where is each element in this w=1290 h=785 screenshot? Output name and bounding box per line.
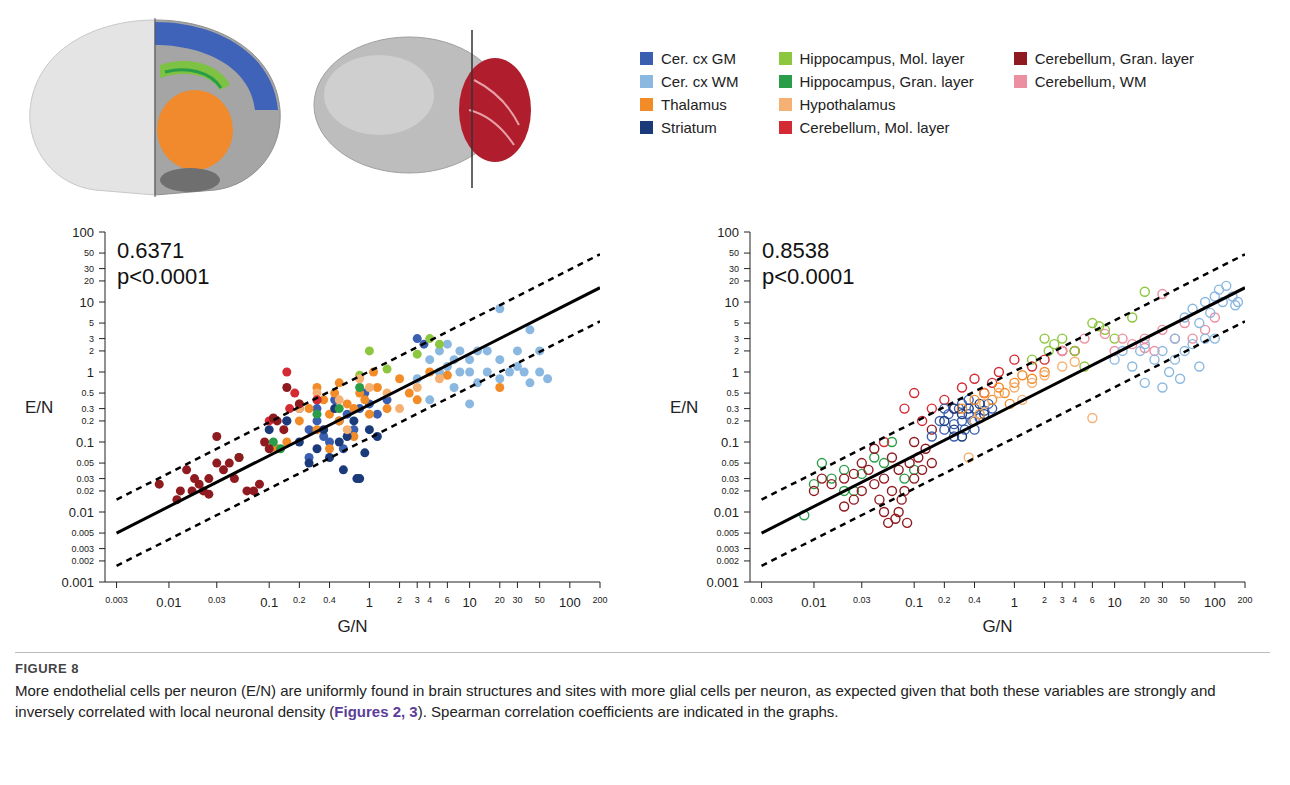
html-text:Hippocampus, Mol. layer: Hippocampus, Mol. layer bbox=[799, 50, 965, 67]
html-text:p<0.0001: p<0.0001 bbox=[762, 264, 855, 289]
svg-text:0.2: 0.2 bbox=[81, 416, 94, 426]
svg-text:4: 4 bbox=[427, 595, 432, 605]
svg-text:0.1: 0.1 bbox=[76, 435, 94, 450]
svg-text:0.01: 0.01 bbox=[69, 505, 94, 520]
svg-text:50: 50 bbox=[84, 248, 94, 258]
html-text:p<0.0001: p<0.0001 bbox=[117, 264, 210, 289]
html-text:0.8538: 0.8538 bbox=[762, 238, 830, 263]
svg-text:0.003: 0.003 bbox=[105, 595, 128, 605]
html-text:FIGURE 8: FIGURE 8 bbox=[15, 661, 79, 676]
html-text:More endothelial cells per neu: More endothelial cells per neuron (E/N) … bbox=[15, 682, 1216, 720]
svg-text:0.05: 0.05 bbox=[721, 458, 739, 468]
svg-text:E/N: E/N bbox=[670, 398, 698, 417]
svg-text:0.2: 0.2 bbox=[293, 595, 306, 605]
svg-text:2: 2 bbox=[89, 346, 94, 356]
svg-text:0.4: 0.4 bbox=[323, 595, 336, 605]
svg-text:3: 3 bbox=[415, 595, 420, 605]
svg-text:30: 30 bbox=[729, 264, 739, 274]
svg-text:3: 3 bbox=[734, 334, 739, 344]
svg-text:0.01: 0.01 bbox=[801, 595, 826, 610]
svg-text:20: 20 bbox=[729, 276, 739, 286]
svg-text:5: 5 bbox=[89, 318, 94, 328]
svg-text:6: 6 bbox=[1090, 595, 1095, 605]
svg-text:0.03: 0.03 bbox=[76, 474, 94, 484]
svg-text:50: 50 bbox=[729, 248, 739, 258]
svg-text:2: 2 bbox=[734, 346, 739, 356]
svg-text:0.5: 0.5 bbox=[726, 388, 739, 398]
svg-text:100: 100 bbox=[1204, 595, 1226, 610]
svg-text:10: 10 bbox=[1107, 595, 1121, 610]
svg-text:1: 1 bbox=[87, 365, 94, 380]
svg-text:10: 10 bbox=[462, 595, 476, 610]
svg-text:0.005: 0.005 bbox=[71, 528, 94, 538]
svg-text:0.5: 0.5 bbox=[81, 388, 94, 398]
svg-text:6: 6 bbox=[445, 595, 450, 605]
svg-text:G/N: G/N bbox=[337, 617, 367, 636]
svg-text:0.02: 0.02 bbox=[76, 486, 94, 496]
svg-text:50: 50 bbox=[535, 595, 545, 605]
svg-text:0.05: 0.05 bbox=[76, 458, 94, 468]
html-text:Cer. cx GM: Cer. cx GM bbox=[661, 50, 736, 67]
html-text:Cer. cx WM: Cer. cx WM bbox=[661, 73, 739, 90]
html-text:Cerebellum, Gran. layer: Cerebellum, Gran. layer bbox=[1034, 50, 1194, 67]
svg-text:2: 2 bbox=[397, 595, 402, 605]
svg-text:0.03: 0.03 bbox=[721, 474, 739, 484]
svg-text:20: 20 bbox=[495, 595, 505, 605]
svg-text:100: 100 bbox=[717, 225, 739, 240]
svg-text:3: 3 bbox=[89, 334, 94, 344]
svg-text:10: 10 bbox=[725, 295, 739, 310]
html-text:Hippocampus, Gran. layer: Hippocampus, Gran. layer bbox=[799, 73, 974, 90]
svg-text:4: 4 bbox=[1072, 595, 1077, 605]
svg-text:3: 3 bbox=[1060, 595, 1065, 605]
svg-text:0.003: 0.003 bbox=[716, 544, 739, 554]
svg-text:20: 20 bbox=[1140, 595, 1150, 605]
svg-text:30: 30 bbox=[84, 264, 94, 274]
svg-text:0.02: 0.02 bbox=[721, 486, 739, 496]
svg-text:0.4: 0.4 bbox=[968, 595, 981, 605]
svg-text:0.01: 0.01 bbox=[156, 595, 181, 610]
svg-text:20: 20 bbox=[84, 276, 94, 286]
svg-text:1: 1 bbox=[1011, 595, 1018, 610]
svg-text:0.2: 0.2 bbox=[726, 416, 739, 426]
svg-text:0.001: 0.001 bbox=[61, 575, 94, 590]
svg-text:2: 2 bbox=[1042, 595, 1047, 605]
svg-text:0.1: 0.1 bbox=[260, 595, 278, 610]
svg-text:0.002: 0.002 bbox=[71, 556, 94, 566]
svg-text:10: 10 bbox=[80, 295, 94, 310]
html-text:Hypothalamus: Hypothalamus bbox=[799, 96, 896, 113]
svg-text:G/N: G/N bbox=[982, 617, 1012, 636]
html-text:Thalamus: Thalamus bbox=[661, 96, 727, 113]
svg-text:1: 1 bbox=[732, 365, 739, 380]
svg-text:0.2: 0.2 bbox=[938, 595, 951, 605]
svg-text:0.001: 0.001 bbox=[706, 575, 739, 590]
svg-text:100: 100 bbox=[72, 225, 94, 240]
svg-text:0.1: 0.1 bbox=[905, 595, 923, 610]
svg-text:0.003: 0.003 bbox=[750, 595, 773, 605]
svg-text:0.03: 0.03 bbox=[208, 595, 226, 605]
svg-text:0.1: 0.1 bbox=[721, 435, 739, 450]
svg-text:5: 5 bbox=[734, 318, 739, 328]
html-text:Striatum: Striatum bbox=[661, 119, 717, 136]
html-text:Cerebellum, Mol. layer: Cerebellum, Mol. layer bbox=[799, 119, 950, 136]
svg-text:200: 200 bbox=[592, 595, 607, 605]
svg-text:1: 1 bbox=[366, 595, 373, 610]
html-text:0.6371: 0.6371 bbox=[117, 238, 185, 263]
svg-text:0.3: 0.3 bbox=[81, 404, 94, 414]
html-text:Cerebellum, WM: Cerebellum, WM bbox=[1034, 73, 1147, 90]
svg-text:0.005: 0.005 bbox=[716, 528, 739, 538]
svg-text:30: 30 bbox=[1157, 595, 1167, 605]
svg-text:200: 200 bbox=[1237, 595, 1252, 605]
svg-text:0.03: 0.03 bbox=[853, 595, 871, 605]
svg-text:30: 30 bbox=[512, 595, 522, 605]
svg-text:0.002: 0.002 bbox=[716, 556, 739, 566]
svg-text:100: 100 bbox=[559, 595, 581, 610]
svg-text:0.01: 0.01 bbox=[714, 505, 739, 520]
svg-text:50: 50 bbox=[1180, 595, 1190, 605]
svg-text:0.3: 0.3 bbox=[726, 404, 739, 414]
svg-text:E/N: E/N bbox=[25, 398, 53, 417]
svg-text:0.003: 0.003 bbox=[71, 544, 94, 554]
